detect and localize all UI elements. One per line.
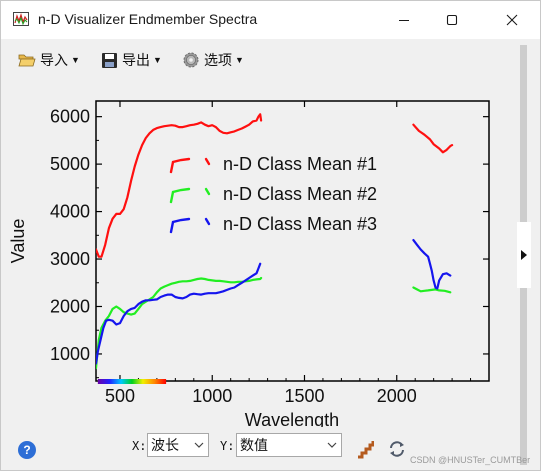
y-axis-select[interactable]: 数值	[236, 433, 342, 457]
watermark: CSDN @HNUSTer_CUMTBer	[410, 455, 531, 465]
maximize-button[interactable]	[429, 1, 475, 39]
export-menu[interactable]: 导出 ▼	[101, 49, 162, 71]
x-axis-label: Wavelength	[245, 410, 339, 427]
window-title: n-D Visualizer Endmember Spectra	[38, 11, 258, 27]
y-axis-select-value: 数值	[240, 437, 268, 453]
y-tick-label: 4000	[50, 202, 90, 222]
y-axis-selector-label: Y:	[220, 439, 235, 453]
spectrum-app-icon	[13, 12, 29, 26]
y-tick-label: 1000	[50, 344, 90, 364]
y-axis-label: Value	[8, 219, 28, 264]
legend-swatch-2	[169, 187, 191, 204]
expand-panel-button[interactable]	[517, 222, 531, 288]
maximize-icon	[446, 14, 458, 26]
title-bar: n-D Visualizer Endmember Spectra	[1, 1, 540, 39]
caret-down-icon: ▼	[153, 55, 162, 65]
legend-label-2: n-D Class Mean #2	[223, 184, 377, 204]
stacked-plot-icon[interactable]	[356, 439, 374, 459]
series-line-3	[96, 262, 262, 365]
refresh-icon[interactable]	[388, 440, 406, 458]
series-line-1	[412, 123, 454, 154]
legend-swatch-3	[169, 217, 191, 234]
bottom-bar: ? X: 波长 Y: 数值	[1, 429, 521, 469]
x-axis-select[interactable]: 波长	[147, 433, 209, 457]
spectra-plot[interactable]: 500 1000 1500 2000100020003000400050006000 …	[1, 81, 517, 427]
options-label: 选项	[204, 52, 232, 68]
export-label: 导出	[122, 52, 150, 68]
options-menu[interactable]: 选项 ▼	[182, 49, 244, 71]
caret-down-icon: ▼	[235, 55, 244, 65]
folder-open-icon	[18, 54, 36, 67]
legend-label-3: n-D Class Mean #3	[223, 214, 377, 234]
series-line-1	[96, 113, 263, 258]
legend-swatch-tail-3	[204, 217, 211, 226]
x-tick-label: 1000	[192, 386, 232, 406]
import-label: 导入	[40, 52, 68, 68]
y-tick-label: 3000	[50, 249, 90, 269]
chevron-down-icon	[194, 434, 204, 465]
plot-frame	[95, 100, 490, 382]
legend-swatch-1	[169, 157, 191, 174]
x-tick-label: 500	[105, 386, 135, 406]
chevron-down-icon	[327, 434, 337, 465]
minimize-button[interactable]	[381, 1, 427, 39]
x-axis-select-value: 波长	[151, 437, 179, 453]
legend-swatch-tail-1	[204, 157, 211, 166]
minimize-icon	[399, 20, 409, 21]
series-line-3	[412, 239, 452, 290]
import-menu[interactable]: 导入 ▼	[18, 49, 80, 71]
gear-icon	[183, 52, 199, 68]
toolbar: 导入 ▼ 导出 ▼ 选项 ▼	[1, 39, 521, 79]
legend-swatch-tail-2	[204, 187, 211, 196]
y-tick-label: 5000	[50, 154, 90, 174]
y-tick-label: 2000	[50, 296, 90, 316]
close-button[interactable]	[489, 1, 535, 39]
help-icon[interactable]: ?	[18, 441, 36, 459]
x-tick-label: 1500	[284, 386, 324, 406]
triangle-right-icon	[521, 250, 527, 260]
legend-label-1: n-D Class Mean #1	[223, 154, 377, 174]
series-line-2	[96, 276, 263, 370]
x-axis-selector-label: X:	[132, 439, 147, 453]
visible-spectrum-bar	[97, 379, 167, 384]
save-disk-icon	[102, 52, 117, 68]
series-line-2	[412, 286, 452, 294]
close-icon	[506, 14, 518, 26]
x-tick-label: 2000	[377, 386, 417, 406]
caret-down-icon: ▼	[71, 55, 80, 65]
y-tick-label: 6000	[50, 107, 90, 127]
